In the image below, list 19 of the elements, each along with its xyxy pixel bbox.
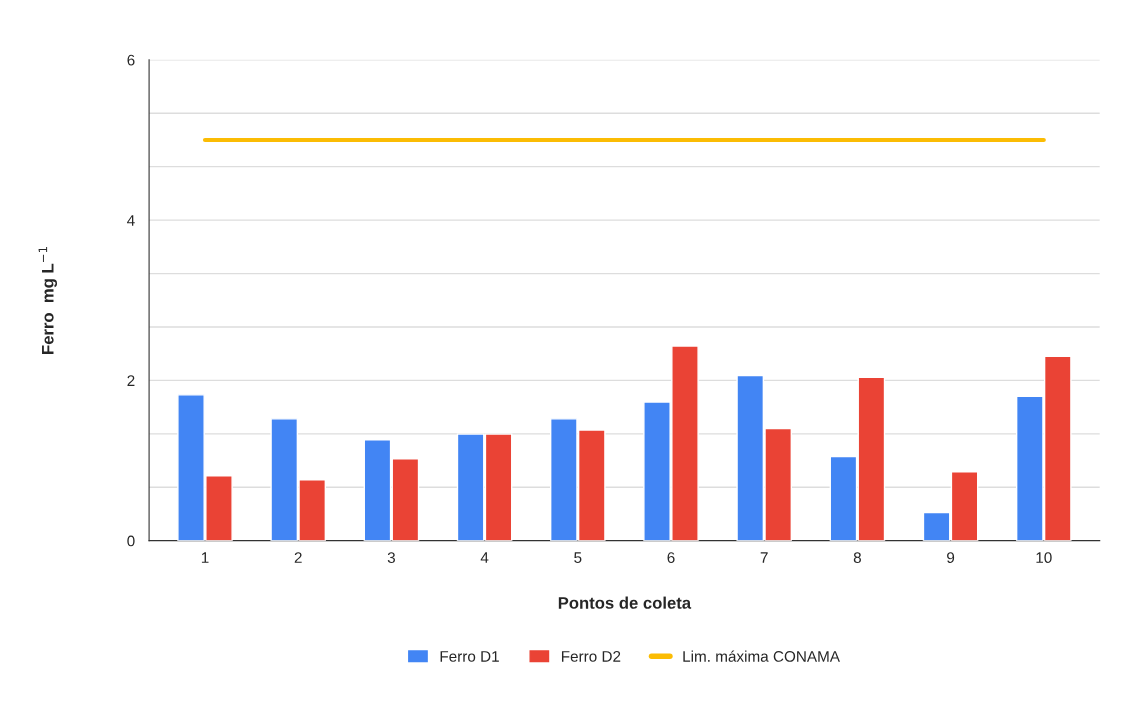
x-axis-title: Pontos de coleta <box>558 596 692 609</box>
y-axis-title: Ferro mg L$^{−1}$ <box>38 247 58 354</box>
x-tick-label: 3 <box>387 552 395 564</box>
x-tick-label: 6 <box>667 552 675 564</box>
x-tick-label: 5 <box>574 552 582 564</box>
legend-label: Ferro D1 <box>440 651 499 662</box>
x-tick-label: 4 <box>480 552 489 563</box>
y-tick-label: 4 <box>127 215 135 226</box>
x-tick-label: 10 <box>1036 552 1052 564</box>
x-tick-label: 7 <box>760 552 768 563</box>
y-tick-label: 2 <box>127 375 135 386</box>
x-tick-label: 2 <box>294 552 302 563</box>
legend-label: Lim. máxima CONAMA <box>683 650 840 662</box>
y-tick-label: 6 <box>127 54 135 66</box>
x-tick-label: 8 <box>853 552 861 564</box>
legend-label: Ferro D2 <box>561 650 621 662</box>
x-tick-label: 1 <box>201 552 209 563</box>
x-tick-label: 9 <box>947 552 955 564</box>
y-tick-label: 0 <box>127 535 135 547</box>
